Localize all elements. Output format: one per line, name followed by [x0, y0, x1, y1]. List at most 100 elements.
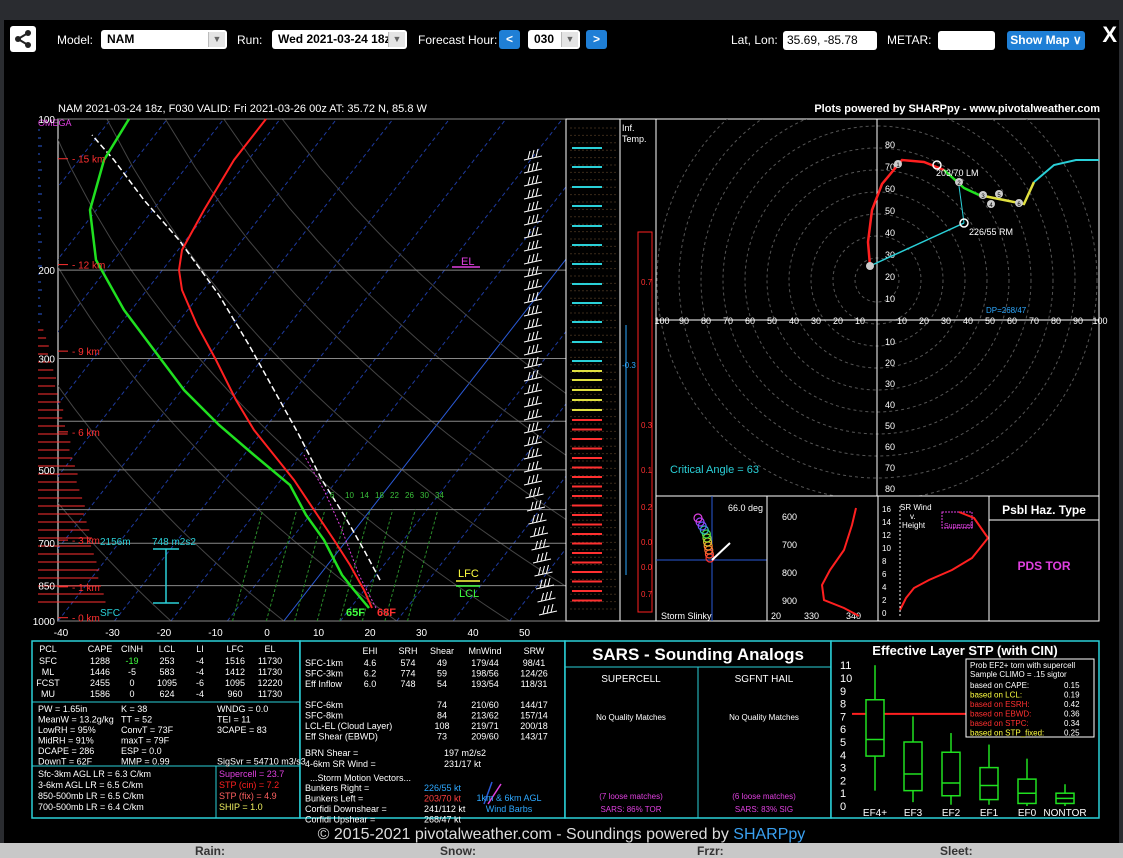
- hodo-ring-label: 40: [885, 400, 895, 410]
- kin-row-label: SFC-3km: [305, 669, 343, 679]
- inferred-temp-value: 0.7: [641, 590, 653, 599]
- model-select[interactable]: NAM ▼: [101, 30, 227, 49]
- kin-cell: 157/14: [520, 711, 548, 721]
- stat-value: ESP = 0.0: [121, 746, 162, 756]
- storm-slinky-panel: 66.0 deg Storm Slinky: [655, 495, 768, 622]
- hodo-ring-label: 60: [885, 184, 895, 194]
- stat-value: MidRH = 91%: [38, 736, 94, 746]
- close-button[interactable]: X: [1102, 22, 1117, 47]
- pressure-label: 700: [38, 539, 55, 550]
- inf-temp-title-2: Temp.: [622, 134, 647, 144]
- srh-depth-label: 2156m: [100, 537, 131, 548]
- srwind-y-label: 12: [882, 531, 891, 540]
- temp-tick-label: 30: [416, 628, 428, 639]
- mixing-ratio-label: 10: [345, 491, 354, 500]
- sounding-profile: [88, 118, 381, 609]
- lfc-marker: LFC: [458, 568, 479, 580]
- chevron-down-icon: ▼: [208, 32, 225, 47]
- theta-x-label: 20: [771, 611, 781, 621]
- sars-supercell-title: SUPERCELL: [601, 674, 661, 685]
- kin-cell: 49: [437, 658, 447, 668]
- stp-category-label: EF4+: [863, 808, 887, 819]
- hodo-x-label: 30: [811, 316, 821, 326]
- hodo-x-label: 90: [1073, 316, 1083, 326]
- theta-y-label: 600: [782, 512, 797, 522]
- stp-box-header: Sample CLIMO = .15 sigtor: [970, 670, 1067, 679]
- srwind-title-3: Height: [902, 521, 926, 530]
- omega-bars: [38, 129, 106, 603]
- left-mover-label: 203/70 LM: [936, 168, 979, 178]
- sars-hail-title: SGFNT HAIL: [735, 674, 794, 685]
- share-button[interactable]: [10, 26, 36, 52]
- motion-label: Bunkers Right =: [305, 783, 369, 793]
- stp-y-label: 9: [840, 686, 846, 698]
- hodo-x-label: 40: [963, 316, 973, 326]
- inferred-temp-value: 0.1: [641, 466, 653, 475]
- stat-value: TEI = 11: [217, 715, 251, 725]
- kin-cell: 6.0: [364, 679, 377, 689]
- latlon-input[interactable]: 35.69, -85.78: [783, 31, 877, 50]
- hodo-ring-label: 70: [885, 463, 895, 473]
- srwind-title-1: SR Wind: [900, 503, 932, 512]
- hodo-x-label: 10: [897, 316, 907, 326]
- show-map-button[interactable]: Show Map ∨: [1007, 31, 1085, 50]
- srwind-y-label: 4: [882, 583, 887, 592]
- kin-cell: 84: [437, 711, 447, 721]
- temp-tick-label: -20: [157, 628, 172, 639]
- forecast-hour-select[interactable]: 030 ▼: [528, 30, 580, 49]
- mixing-ratio-label: 26: [405, 491, 414, 500]
- surface-temp-label: 68F: [377, 607, 396, 619]
- motion-value: 203/70 kt: [424, 794, 462, 804]
- kin-cell: 59: [437, 669, 447, 679]
- parcel-cell: 1412: [225, 667, 245, 677]
- right-mover-label: 226/55 RM: [969, 227, 1013, 237]
- theta-y-label: 800: [782, 568, 797, 578]
- stp-y-label: 6: [840, 724, 846, 736]
- sars-title: SARS - Sounding Analogs: [592, 645, 804, 664]
- kin-cell: 108: [434, 721, 449, 731]
- height-label: - 0 km: [72, 614, 100, 625]
- parcel-cell: -4: [196, 667, 204, 677]
- kin-row-label: SFC-1km: [305, 658, 343, 668]
- chevron-down-icon: ▼: [561, 32, 578, 47]
- parcel-header: LI: [196, 644, 204, 654]
- sr6-value: 231/17 kt: [444, 759, 482, 769]
- stp-category-label: EF1: [980, 808, 999, 819]
- stp-prob-value: 0.19: [1064, 691, 1080, 700]
- kin-row-label: SFC-8km: [305, 711, 343, 721]
- srwind-y-label: 14: [882, 518, 891, 527]
- hodo-x-label: 20: [833, 316, 843, 326]
- stat-value: PW = 1.65in: [38, 704, 87, 714]
- stp-prob-label: based on EBWD:: [970, 710, 1031, 719]
- forecast-hour-label: Forecast Hour:: [418, 33, 498, 47]
- brn-label: BRN Shear =: [305, 748, 358, 758]
- mixing-ratio-label: 30: [420, 491, 429, 500]
- kin-cell: 210/60: [471, 700, 499, 710]
- pressure-label: 500: [38, 466, 55, 477]
- motion-value: 268/47 kt: [424, 815, 462, 825]
- metar-input[interactable]: [938, 31, 995, 50]
- stp-y-label: 4: [840, 750, 846, 762]
- stp-prob-value: 0.36: [1064, 710, 1080, 719]
- kin-row-label: Eff Shear (EBWD): [305, 732, 378, 742]
- kin-cell: 54: [437, 679, 447, 689]
- prev-hour-button[interactable]: <: [499, 30, 520, 49]
- parcel-cell: MU: [41, 689, 55, 699]
- kin-cell: 193/54: [471, 679, 499, 689]
- srwind-title-2: v.: [910, 512, 916, 521]
- stp-y-label: 3: [840, 763, 846, 775]
- mixing-ratio-labels: 6 10 14 18 22 26 30 34: [330, 491, 444, 500]
- run-value: Wed 2021-03-24 18z: [278, 32, 391, 46]
- next-hour-button[interactable]: >: [586, 30, 607, 49]
- hodo-height-marker: 4: [989, 203, 993, 209]
- run-select[interactable]: Wed 2021-03-24 18z ▼: [272, 30, 407, 49]
- footer: © 2015-2021 pivotalweather.com - Soundin…: [4, 826, 1119, 844]
- hodo-x-label: 80: [701, 316, 711, 326]
- inferred-temp-panel: Inf. Temp. 0.7 -0.3 0.3 0.1 0.2 0.0 0.0 0.7: [565, 118, 657, 622]
- sr-wind-panel: SR Wind v. Height Supercell 16 14 12 10 8 6 4 2…: [877, 495, 990, 622]
- sharppy-link[interactable]: SHARPpy: [733, 826, 806, 843]
- stp-prob-value: 0.34: [1064, 719, 1080, 728]
- temp-tick-label: -10: [208, 628, 223, 639]
- toolbar: Model: NAM ▼ Run: Wed 2021-03-24 18z ▼ For…: [4, 20, 1119, 60]
